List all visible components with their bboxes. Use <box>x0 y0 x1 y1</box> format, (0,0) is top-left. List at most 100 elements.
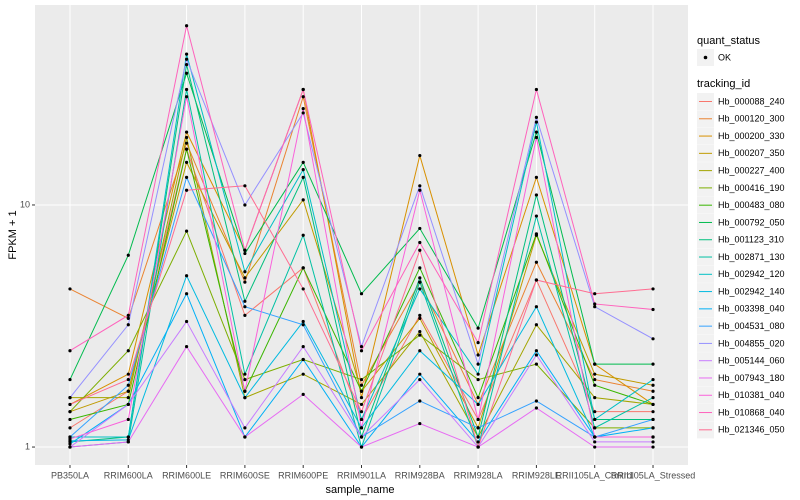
data-point <box>418 280 422 284</box>
data-point <box>184 63 189 67</box>
data-point <box>476 445 480 449</box>
data-point <box>243 389 247 393</box>
data-point <box>359 349 364 353</box>
data-point <box>68 426 72 430</box>
data-point <box>418 329 422 334</box>
data-point <box>243 426 247 430</box>
data-point <box>301 344 305 349</box>
data-point <box>301 323 305 327</box>
data-point <box>184 24 189 28</box>
data-point <box>476 435 480 439</box>
y-tick-label: 1 <box>25 441 30 451</box>
data-point <box>359 426 364 430</box>
data-point <box>126 316 130 320</box>
legend-label: Hb_000207_350 <box>718 148 785 158</box>
data-point <box>68 349 72 353</box>
legend-label: Hb_000792_050 <box>718 217 785 227</box>
data-point <box>301 167 305 172</box>
legend-label: Hb_007943_180 <box>718 373 785 383</box>
data-point <box>359 377 364 382</box>
data-point <box>184 71 189 75</box>
data-point <box>534 135 539 140</box>
data-point <box>534 278 539 282</box>
data-point <box>68 410 72 414</box>
data-point <box>301 111 305 115</box>
data-point <box>418 240 422 245</box>
x-tick-label: RRIM600LA <box>104 470 153 480</box>
data-point <box>593 292 597 296</box>
data-point <box>418 372 422 376</box>
data-point <box>301 266 305 270</box>
data-point <box>534 115 539 120</box>
data-point <box>593 445 597 449</box>
data-point <box>418 188 422 192</box>
data-point <box>476 402 480 407</box>
data-point <box>301 160 305 164</box>
data-point <box>184 141 189 145</box>
data-point <box>359 445 364 449</box>
data-point <box>184 147 189 151</box>
data-point <box>359 389 364 393</box>
data-point <box>68 417 72 422</box>
data-point <box>534 175 539 179</box>
data-point <box>476 362 480 366</box>
data-point <box>534 305 539 309</box>
legend-label: Hb_010868_040 <box>718 407 785 417</box>
legend-label: Hb_000416_190 <box>718 183 785 193</box>
data-point <box>651 383 655 387</box>
data-point <box>593 417 597 422</box>
data-point <box>534 130 539 134</box>
data-point <box>651 377 655 382</box>
x-tick-label: RRIM600SE <box>220 470 270 480</box>
data-point <box>243 377 247 382</box>
data-point <box>184 229 189 233</box>
legend-point <box>703 55 708 60</box>
legend-label: Hb_000227_400 <box>718 165 785 175</box>
data-point <box>184 292 189 296</box>
data-point <box>68 437 72 441</box>
data-point <box>418 377 422 382</box>
data-point <box>651 337 655 341</box>
data-point <box>126 383 130 387</box>
data-point <box>534 87 539 92</box>
data-point <box>534 120 539 124</box>
x-tick-label: RRIM901LA <box>337 470 386 480</box>
data-point <box>184 188 189 192</box>
data-point <box>534 193 539 197</box>
data-point <box>534 406 539 410</box>
data-point <box>418 266 422 270</box>
data-point <box>651 362 655 366</box>
data-point <box>418 226 422 231</box>
data-point <box>651 287 655 291</box>
data-point <box>651 417 655 422</box>
data-point <box>593 362 597 366</box>
data-point <box>184 135 189 140</box>
legend-label: Hb_004855_020 <box>718 338 785 348</box>
data-point <box>301 287 305 291</box>
data-point <box>534 399 539 403</box>
data-point <box>243 251 247 256</box>
legend-label: Hb_002871_130 <box>718 252 785 262</box>
y-tick-label: 10 <box>20 199 30 209</box>
data-point <box>593 435 597 439</box>
data-point <box>126 396 130 400</box>
data-point <box>534 362 539 366</box>
shape-legend-title: quant_status <box>697 35 760 47</box>
x-tick-label: PB350LA <box>51 470 89 480</box>
data-point <box>418 316 422 320</box>
data-point <box>68 402 72 407</box>
legend-label: Hb_003398_040 <box>718 304 785 314</box>
data-point <box>651 435 655 439</box>
data-point <box>476 396 480 400</box>
data-point <box>534 260 539 264</box>
data-point <box>476 341 480 345</box>
data-point <box>184 274 189 278</box>
data-point <box>68 287 72 291</box>
data-point <box>476 426 480 430</box>
data-point <box>184 344 189 349</box>
data-point <box>418 248 422 252</box>
data-point <box>476 440 480 444</box>
y-axis-title: FPKM + 1 <box>7 210 19 259</box>
